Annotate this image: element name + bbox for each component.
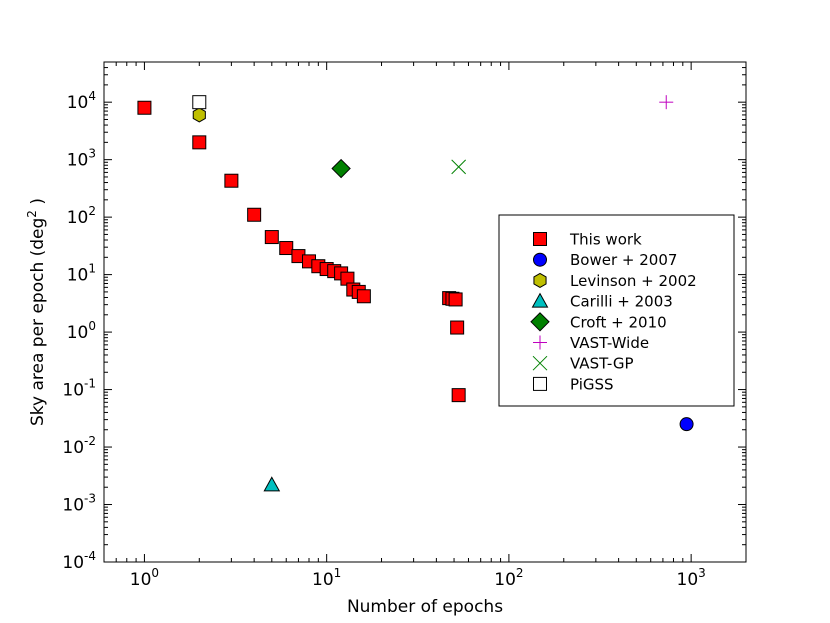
legend-label: Croft + 2010	[570, 313, 667, 331]
x-axis-label: Number of epochs	[347, 597, 503, 617]
legend-label: VAST-GP	[570, 355, 634, 373]
legend-item: VAST-GP	[532, 355, 634, 373]
legend-item: Carilli + 2003	[531, 292, 673, 311]
point-this-work	[279, 241, 294, 256]
point-this-work	[450, 320, 465, 335]
y-axis-label-end: )	[28, 198, 48, 210]
point-this-work	[264, 230, 279, 245]
y-axis-label-sup: 2	[25, 210, 39, 218]
legend-item: Bower + 2007	[533, 251, 677, 269]
legend-marker-hexagon	[533, 272, 547, 288]
legend-marker-open-square	[533, 376, 547, 391]
point-this-work	[192, 135, 207, 150]
legend-marker-square	[533, 232, 547, 246]
point-this-work	[356, 289, 371, 304]
point-this-work	[224, 173, 239, 188]
y-tick-label: 10-3	[62, 492, 96, 516]
legend-item: Croft + 2010	[530, 312, 667, 332]
x-tick-label: 102	[494, 566, 523, 590]
point-this-work	[448, 292, 463, 307]
y-tick-label: 10-4	[62, 549, 96, 573]
y-tick-label: 101	[67, 262, 96, 286]
legend-label: Carilli + 2003	[570, 293, 673, 311]
point-carilli-2003	[263, 476, 281, 492]
legend: This work Bower + 2007 Levinson + 2002 Cari…	[498, 214, 735, 407]
legend-marker-diamond	[530, 312, 550, 332]
y-axis-label: Sky area per epoch (deg2 )	[25, 198, 48, 426]
legend-item: VAST-Wide	[533, 334, 649, 352]
legend-label: Levinson + 2002	[570, 272, 697, 290]
point-this-work	[247, 207, 262, 222]
point-croft-2010	[331, 158, 351, 179]
legend-label: This work	[569, 231, 642, 249]
legend-marker-x	[532, 355, 548, 371]
point-levinson-2002	[192, 107, 206, 123]
legend-marker-triangle	[531, 292, 549, 308]
point-this-work	[451, 388, 466, 403]
point-vast-gp	[451, 159, 467, 175]
y-tick-label: 102	[67, 204, 96, 228]
legend-label: VAST-Wide	[570, 334, 649, 352]
x-tick-labels: 100 101 102 103	[130, 566, 706, 590]
legend-item: Levinson + 2002	[533, 272, 697, 290]
y-tick-label: 103	[67, 147, 96, 171]
plot-frame	[103, 61, 747, 563]
y-tick-label: 10-2	[62, 434, 96, 458]
legend-label: PiGSS	[570, 375, 614, 393]
point-vast-wide	[659, 95, 674, 110]
data-markers	[137, 95, 694, 492]
y-tick-label: 104	[67, 89, 96, 113]
y-tick-label: 10-1	[62, 377, 96, 401]
y-tick-label: 100	[67, 319, 96, 343]
point-this-work	[137, 100, 152, 115]
y-tick-labels: 10-4 10-3 10-2 10-1 100 101 102 103 104	[62, 89, 96, 573]
x-tick-label: 103	[677, 566, 706, 590]
legend-item: This work	[533, 231, 642, 249]
legend-label: Bower + 2007	[570, 251, 677, 269]
legend-marker-circle	[533, 252, 547, 267]
y-axis-label-main: Sky area per epoch (deg	[28, 218, 48, 426]
axis-ticks	[103, 61, 747, 563]
x-tick-label: 100	[130, 566, 159, 590]
legend-item: PiGSS	[533, 375, 614, 393]
legend-marker-plus	[533, 335, 547, 350]
legend-frame	[498, 214, 735, 407]
point-pigss	[192, 95, 207, 110]
x-tick-label: 101	[312, 566, 341, 590]
point-bower-2007	[679, 417, 694, 432]
